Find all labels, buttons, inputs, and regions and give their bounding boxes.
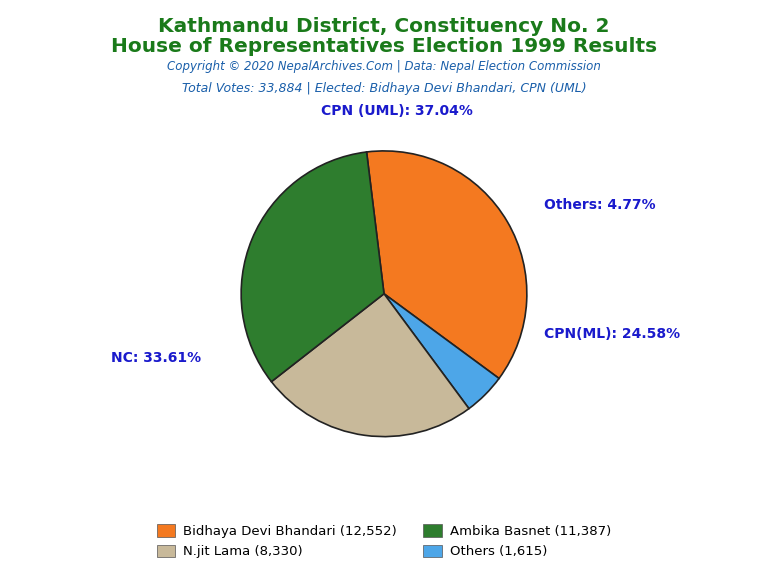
Wedge shape xyxy=(241,152,384,382)
Legend: Bidhaya Devi Bhandari (12,552), N.jit Lama (8,330), Ambika Basnet (11,387), Othe: Bidhaya Devi Bhandari (12,552), N.jit La… xyxy=(151,519,617,564)
Wedge shape xyxy=(384,294,499,408)
Text: NC: 33.61%: NC: 33.61% xyxy=(111,351,201,365)
Text: Copyright © 2020 NepalArchives.Com | Data: Nepal Election Commission: Copyright © 2020 NepalArchives.Com | Dat… xyxy=(167,60,601,74)
Wedge shape xyxy=(271,294,469,437)
Text: CPN(ML): 24.58%: CPN(ML): 24.58% xyxy=(544,327,680,341)
Text: CPN (UML): 37.04%: CPN (UML): 37.04% xyxy=(321,104,473,118)
Text: House of Representatives Election 1999 Results: House of Representatives Election 1999 R… xyxy=(111,37,657,56)
Wedge shape xyxy=(366,151,527,378)
Text: Others: 4.77%: Others: 4.77% xyxy=(544,198,656,212)
Text: Total Votes: 33,884 | Elected: Bidhaya Devi Bhandari, CPN (UML): Total Votes: 33,884 | Elected: Bidhaya D… xyxy=(182,82,586,95)
Text: Kathmandu District, Constituency No. 2: Kathmandu District, Constituency No. 2 xyxy=(158,17,610,36)
